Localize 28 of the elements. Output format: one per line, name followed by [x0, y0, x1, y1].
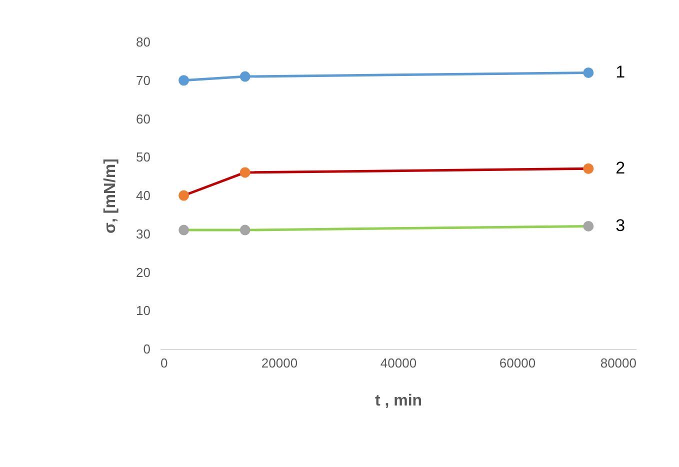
point	[178, 224, 190, 236]
y-tick-label: 20	[136, 264, 150, 280]
x-axis-title: t , min	[374, 392, 422, 410]
x-tick-label: 40000	[380, 356, 417, 370]
point	[178, 190, 190, 201]
y-tick-label: 70	[136, 72, 150, 88]
y-axis-title: σ, [mN/m]	[102, 158, 120, 234]
x-tick-label: 0	[160, 356, 168, 370]
series-label: 1	[616, 62, 626, 82]
x-tick-label: 80000	[600, 356, 636, 370]
series-label: 3	[616, 216, 626, 236]
x-tick-label: 60000	[499, 356, 536, 370]
point	[240, 224, 250, 236]
point	[583, 163, 594, 174]
point	[178, 75, 190, 86]
y-tick-label: 0	[143, 342, 150, 356]
point	[240, 167, 250, 178]
y-tick-label: 60	[136, 111, 150, 126]
y-tick-label: 30	[136, 226, 150, 242]
point	[583, 67, 594, 78]
point	[583, 220, 594, 232]
x-tick-label: 20000	[261, 356, 298, 370]
series-label: 2	[616, 158, 626, 178]
y-tick-label: 50	[136, 150, 150, 165]
point	[240, 71, 250, 82]
y-tick-label: 40	[136, 188, 150, 203]
y-tick-label: 10	[136, 303, 150, 318]
y-tick-label: 80	[136, 34, 150, 50]
